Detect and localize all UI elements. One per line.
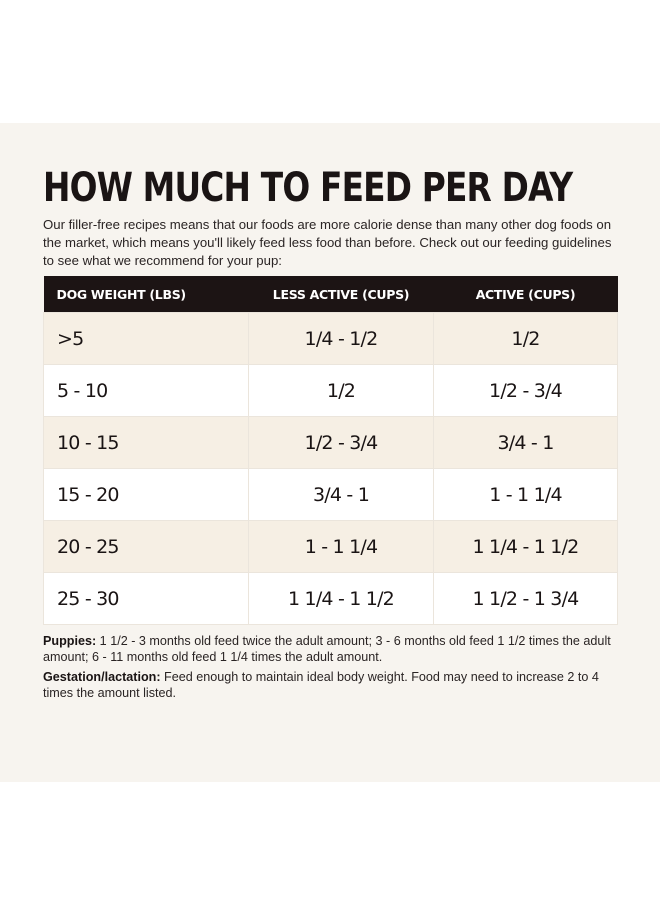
header-active: ACTIVE (CUPS) <box>433 276 618 313</box>
feeding-table: DOG WEIGHT (LBS) LESS ACTIVE (CUPS) ACTI… <box>43 276 618 625</box>
page-title: HOW MUCH TO FEED PER DAY <box>43 165 573 211</box>
header-less-active: LESS ACTIVE (CUPS) <box>248 276 434 313</box>
table-header-row: DOG WEIGHT (LBS) LESS ACTIVE (CUPS) ACTI… <box>43 276 618 313</box>
puppies-note: Puppies: 1 1/2 - 3 months old feed twice… <box>43 633 618 665</box>
cell-dog-weight: 5 - 10 <box>43 364 249 417</box>
cell-dog-weight: 20 - 25 <box>43 520 249 573</box>
cell-less-active: 1 - 1 1/4 <box>248 520 434 573</box>
cell-dog-weight: >5 <box>43 312 249 365</box>
cell-less-active: 1/2 <box>248 364 434 417</box>
table-row: 5 - 10 1/2 1/2 - 3/4 <box>43 364 618 417</box>
cell-less-active: 1 1/4 - 1 1/2 <box>248 572 434 625</box>
cell-less-active: 1/4 - 1/2 <box>248 312 434 365</box>
cell-active: 1/2 <box>433 312 618 365</box>
table-row: 25 - 30 1 1/4 - 1 1/2 1 1/2 - 1 3/4 <box>43 572 618 625</box>
puppies-label: Puppies: <box>43 634 97 648</box>
header-dog-weight: DOG WEIGHT (LBS) <box>43 276 249 313</box>
cell-dog-weight: 15 - 20 <box>43 468 249 521</box>
table-row: 15 - 20 3/4 - 1 1 - 1 1/4 <box>43 468 618 521</box>
gestation-text: Feed enough to maintain ideal body weigh… <box>43 670 599 700</box>
cell-active: 1 1/4 - 1 1/2 <box>433 520 618 573</box>
table-row: 10 - 15 1/2 - 3/4 3/4 - 1 <box>43 416 618 469</box>
cell-active: 1/2 - 3/4 <box>433 364 618 417</box>
gestation-label: Gestation/lactation: <box>43 670 161 684</box>
gestation-note: Gestation/lactation: Feed enough to main… <box>43 669 618 701</box>
cell-less-active: 3/4 - 1 <box>248 468 434 521</box>
intro-paragraph: Our filler-free recipes means that our f… <box>43 217 612 268</box>
table-row: >5 1/4 - 1/2 1/2 <box>43 312 618 365</box>
cell-active: 3/4 - 1 <box>433 416 618 469</box>
cell-less-active: 1/2 - 3/4 <box>248 416 434 469</box>
cell-active: 1 - 1 1/4 <box>433 468 618 521</box>
table-row: 20 - 25 1 - 1 1/4 1 1/4 - 1 1/2 <box>43 520 618 573</box>
cell-active: 1 1/2 - 1 3/4 <box>433 572 618 625</box>
cell-dog-weight: 25 - 30 <box>43 572 249 625</box>
puppies-text: 1 1/2 - 3 months old feed twice the adul… <box>43 634 611 664</box>
cell-dog-weight: 10 - 15 <box>43 416 249 469</box>
